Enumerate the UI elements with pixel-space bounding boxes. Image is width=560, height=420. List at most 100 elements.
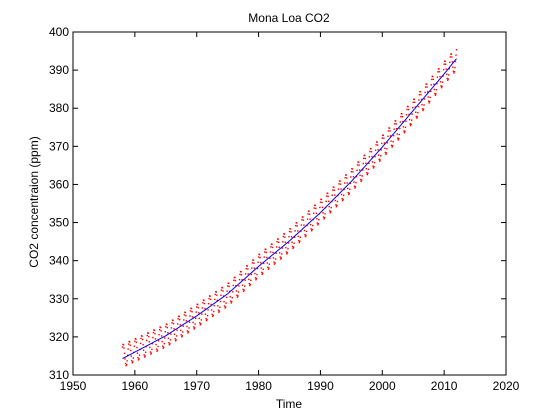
observation-point (385, 153, 387, 155)
observation-point (427, 100, 430, 102)
observation-point (373, 165, 375, 168)
observation-point (207, 309, 209, 311)
observation-point (329, 212, 331, 214)
observation-point (379, 160, 381, 162)
observation-point (325, 200, 327, 203)
observation-point (202, 302, 204, 304)
observation-point (421, 103, 423, 106)
observation-point (385, 152, 388, 154)
observation-point (365, 167, 368, 170)
observation-point (192, 321, 194, 324)
observation-point (194, 323, 196, 325)
observation-point (313, 207, 315, 209)
observation-point (302, 216, 304, 218)
observation-point (266, 256, 268, 259)
observation-point (452, 70, 455, 72)
observation-point (372, 165, 374, 167)
observation-point (342, 198, 344, 201)
observation-point (188, 321, 191, 323)
observation-point (407, 108, 410, 111)
observation-point (146, 339, 148, 342)
observation-point (317, 223, 320, 225)
observation-point (245, 267, 247, 270)
observation-point (297, 235, 299, 238)
observation-point (349, 188, 351, 190)
observation-point (127, 348, 129, 350)
observation-point (177, 318, 179, 320)
observation-point (178, 315, 180, 318)
observation-point (228, 285, 230, 288)
x-tick-label: 2020 (493, 379, 520, 393)
observation-point (390, 140, 392, 142)
observation-point (420, 93, 422, 96)
x-tick-label: 1980 (245, 379, 272, 393)
observation-point (224, 307, 226, 309)
observation-point (243, 289, 245, 291)
observation-point (426, 86, 428, 88)
observation-point (135, 341, 138, 344)
observation-point (414, 101, 416, 103)
observation-point (234, 279, 237, 282)
observation-point (253, 262, 255, 264)
observation-point (438, 68, 440, 70)
observation-point (211, 313, 213, 316)
observation-point (255, 279, 257, 281)
observation-point (150, 352, 153, 354)
observation-point (187, 332, 189, 334)
observation-point (298, 239, 300, 242)
observation-point (277, 238, 279, 240)
observation-point (337, 188, 340, 190)
observation-point (144, 355, 146, 357)
observation-point (320, 198, 323, 201)
observation-point (432, 75, 434, 78)
observation-point (346, 177, 348, 179)
observation-point (433, 88, 436, 91)
observation-point (162, 347, 164, 349)
observation-point (152, 331, 155, 334)
observation-point (181, 335, 183, 337)
observation-point (168, 344, 171, 346)
observation-point (356, 169, 358, 171)
y-tick-label: 400 (49, 25, 69, 39)
observation-point (216, 294, 218, 296)
observation-point (292, 247, 294, 250)
observation-point (364, 154, 366, 157)
observation-point (335, 204, 337, 206)
observation-point (189, 315, 191, 317)
observation-point (124, 358, 126, 360)
observation-point (455, 54, 457, 56)
observation-point (447, 79, 449, 81)
observation-point (286, 252, 289, 254)
observation-point (321, 206, 324, 209)
observation-point (204, 307, 206, 310)
observation-point (167, 332, 169, 334)
observation-point (274, 258, 277, 260)
observation-point (179, 319, 181, 321)
observation-point (343, 182, 346, 184)
observation-point (303, 229, 306, 232)
observation-point (440, 86, 443, 89)
observation-point (426, 91, 429, 93)
observation-point (209, 295, 211, 297)
observation-point (175, 339, 177, 341)
observation-point (399, 121, 402, 123)
observation-point (299, 240, 301, 243)
observation-point (402, 120, 404, 123)
observation-point (236, 294, 238, 296)
observation-point (285, 246, 287, 249)
observation-point (213, 305, 215, 307)
observation-point (149, 351, 152, 353)
observation-point (200, 319, 203, 321)
y-tick-label: 350 (49, 216, 69, 230)
observation-point (186, 325, 188, 328)
observation-point (362, 169, 364, 171)
observation-point (455, 49, 458, 51)
y-tick-label: 370 (49, 139, 69, 153)
observation-point (356, 164, 359, 166)
observation-point (446, 77, 448, 80)
y-tick-label: 380 (49, 101, 69, 115)
observation-point (379, 159, 381, 161)
observation-point (382, 134, 385, 136)
observation-point (220, 294, 222, 297)
observation-point (454, 66, 456, 69)
